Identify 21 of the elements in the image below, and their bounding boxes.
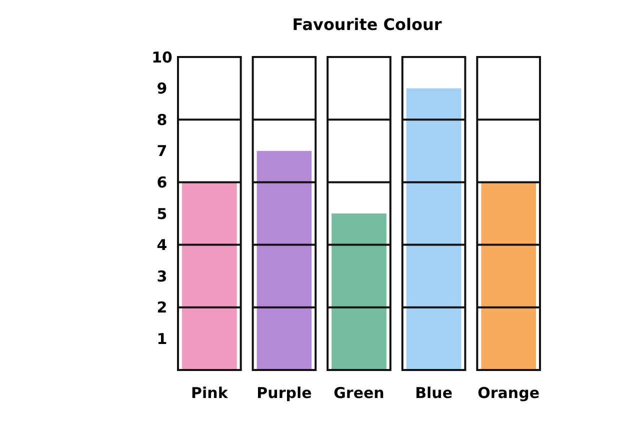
y-tick-label: 3 (156, 267, 168, 286)
y-tick-label: 7 (156, 142, 168, 160)
y-tick-label: 4 (156, 236, 168, 254)
y-tick-label: 8 (156, 110, 168, 129)
y-tick-label: 2 (156, 298, 168, 317)
y-tick-label: 1 (156, 330, 168, 348)
bar (332, 214, 386, 370)
bar (406, 88, 462, 370)
bar (182, 182, 237, 370)
bar (481, 182, 536, 370)
x-tick-label: Blue (415, 384, 453, 402)
y-tick-label: 9 (156, 80, 168, 98)
y-tick-label: 5 (156, 204, 168, 223)
x-tick-label: Green (334, 384, 384, 402)
chart-title: Favourite Colour (292, 15, 442, 34)
x-tick-label: Pink (191, 384, 229, 402)
y-tick-label: 10 (152, 48, 172, 66)
bar (256, 150, 312, 370)
x-tick-label: Purple (256, 384, 312, 402)
x-tick-label: Orange (478, 384, 540, 402)
y-tick-label: 6 (156, 173, 168, 192)
